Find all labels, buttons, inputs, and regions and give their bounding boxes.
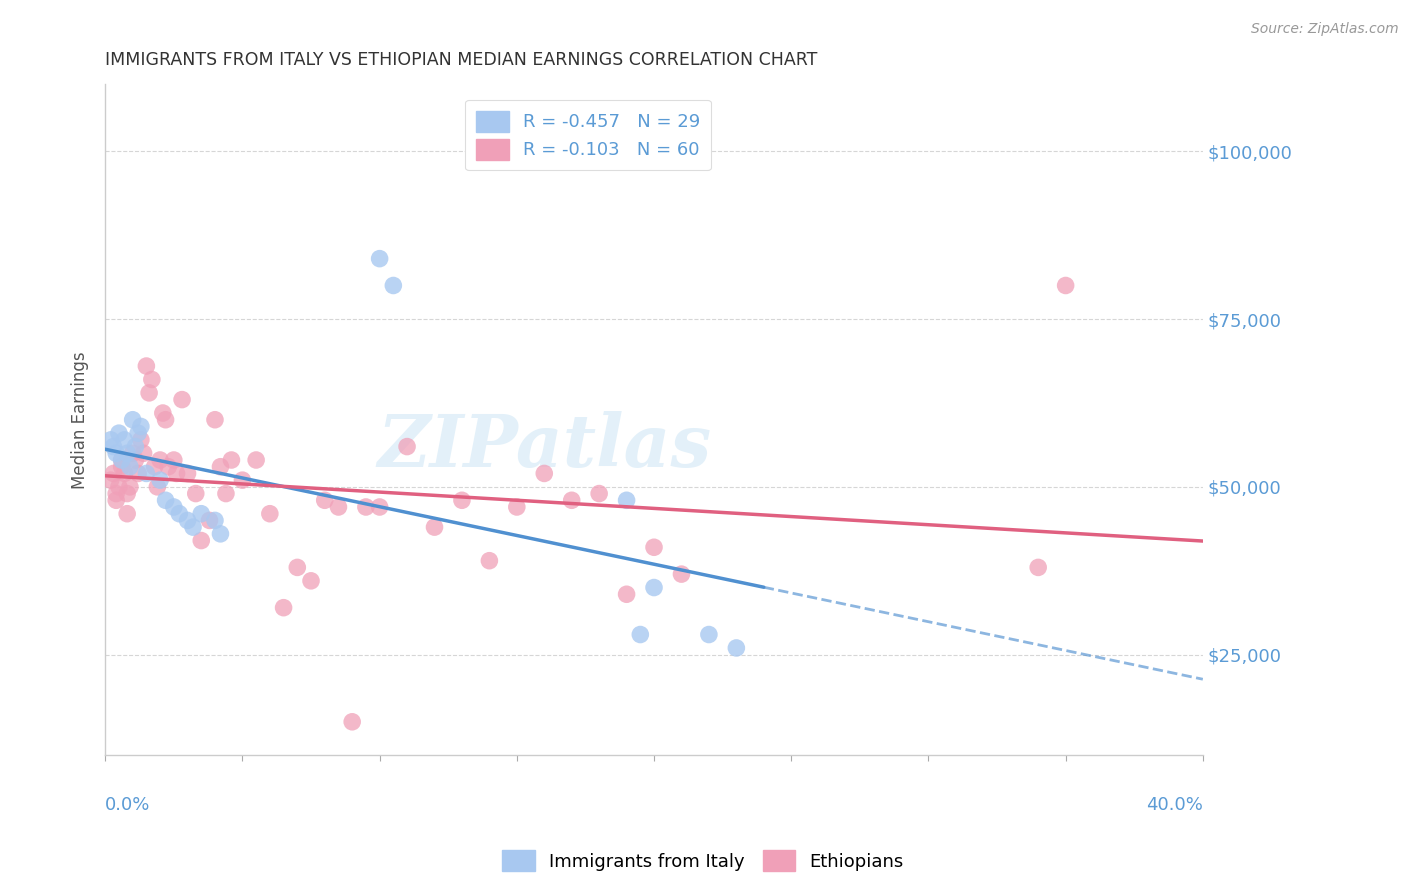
Point <box>299 574 322 588</box>
Point <box>643 541 665 555</box>
Point <box>396 440 419 454</box>
Point <box>451 493 474 508</box>
Point <box>111 453 134 467</box>
Point <box>423 520 446 534</box>
Legend: Immigrants from Italy, Ethiopians: Immigrants from Italy, Ethiopians <box>495 843 911 879</box>
Point <box>184 486 207 500</box>
Point <box>103 440 125 454</box>
Point <box>115 507 138 521</box>
Point <box>478 554 501 568</box>
Point <box>103 467 125 481</box>
Point <box>533 467 555 481</box>
Point <box>135 467 157 481</box>
Point <box>121 413 143 427</box>
Point <box>108 426 131 441</box>
Point <box>127 467 149 481</box>
Point <box>1026 560 1049 574</box>
Point <box>245 453 267 467</box>
Point <box>105 486 128 500</box>
Point <box>588 486 610 500</box>
Point <box>616 493 638 508</box>
Point <box>135 359 157 373</box>
Point <box>149 453 172 467</box>
Legend: R = -0.457   N = 29, R = -0.103   N = 60: R = -0.457 N = 29, R = -0.103 N = 60 <box>465 100 711 170</box>
Point <box>176 467 198 481</box>
Point <box>163 500 186 514</box>
Point <box>273 600 295 615</box>
Point <box>129 419 152 434</box>
Point <box>616 587 638 601</box>
Point <box>671 567 693 582</box>
Point <box>163 453 186 467</box>
Point <box>285 560 308 574</box>
Point <box>340 714 363 729</box>
Point <box>166 467 188 481</box>
Point <box>382 278 405 293</box>
Point <box>146 480 169 494</box>
Point <box>368 252 391 266</box>
Point <box>328 500 350 514</box>
Point <box>152 406 174 420</box>
Point <box>105 446 128 460</box>
Text: Source: ZipAtlas.com: Source: ZipAtlas.com <box>1251 22 1399 37</box>
Point <box>149 473 172 487</box>
Point <box>112 467 135 481</box>
Point <box>1054 278 1077 293</box>
Point <box>132 446 155 460</box>
Point <box>100 433 122 447</box>
Point <box>176 513 198 527</box>
Point <box>115 446 138 460</box>
Text: 40.0%: 40.0% <box>1146 796 1204 814</box>
Point <box>121 446 143 460</box>
Point <box>129 433 152 447</box>
Point <box>155 493 177 508</box>
Point <box>115 486 138 500</box>
Point <box>209 526 232 541</box>
Point <box>105 493 128 508</box>
Point <box>231 473 253 487</box>
Point <box>215 486 238 500</box>
Point <box>697 627 720 641</box>
Point <box>190 507 212 521</box>
Point <box>561 493 583 508</box>
Point <box>138 385 160 400</box>
Point <box>118 480 141 494</box>
Point <box>143 459 166 474</box>
Point <box>190 533 212 548</box>
Point <box>112 433 135 447</box>
Point <box>643 581 665 595</box>
Text: IMMIGRANTS FROM ITALY VS ETHIOPIAN MEDIAN EARNINGS CORRELATION CHART: IMMIGRANTS FROM ITALY VS ETHIOPIAN MEDIA… <box>105 51 817 69</box>
Point <box>169 507 191 521</box>
Point <box>259 507 281 521</box>
Point <box>127 426 149 441</box>
Point <box>124 440 146 454</box>
Point <box>111 453 134 467</box>
Point <box>209 459 232 474</box>
Text: 0.0%: 0.0% <box>105 796 150 814</box>
Point <box>314 493 336 508</box>
Point <box>221 453 243 467</box>
Point <box>111 459 134 474</box>
Point <box>100 473 122 487</box>
Point <box>725 640 748 655</box>
Point <box>108 480 131 494</box>
Point <box>141 372 163 386</box>
Y-axis label: Median Earnings: Median Earnings <box>72 351 89 489</box>
Point <box>155 413 177 427</box>
Point <box>628 627 651 641</box>
Point <box>368 500 391 514</box>
Point <box>181 520 204 534</box>
Point <box>354 500 377 514</box>
Point <box>157 459 180 474</box>
Text: ZIPatlas: ZIPatlas <box>377 411 711 482</box>
Point <box>118 459 141 474</box>
Point <box>204 513 226 527</box>
Point <box>198 513 221 527</box>
Point <box>506 500 529 514</box>
Point <box>170 392 193 407</box>
Point <box>204 413 226 427</box>
Point <box>124 453 146 467</box>
